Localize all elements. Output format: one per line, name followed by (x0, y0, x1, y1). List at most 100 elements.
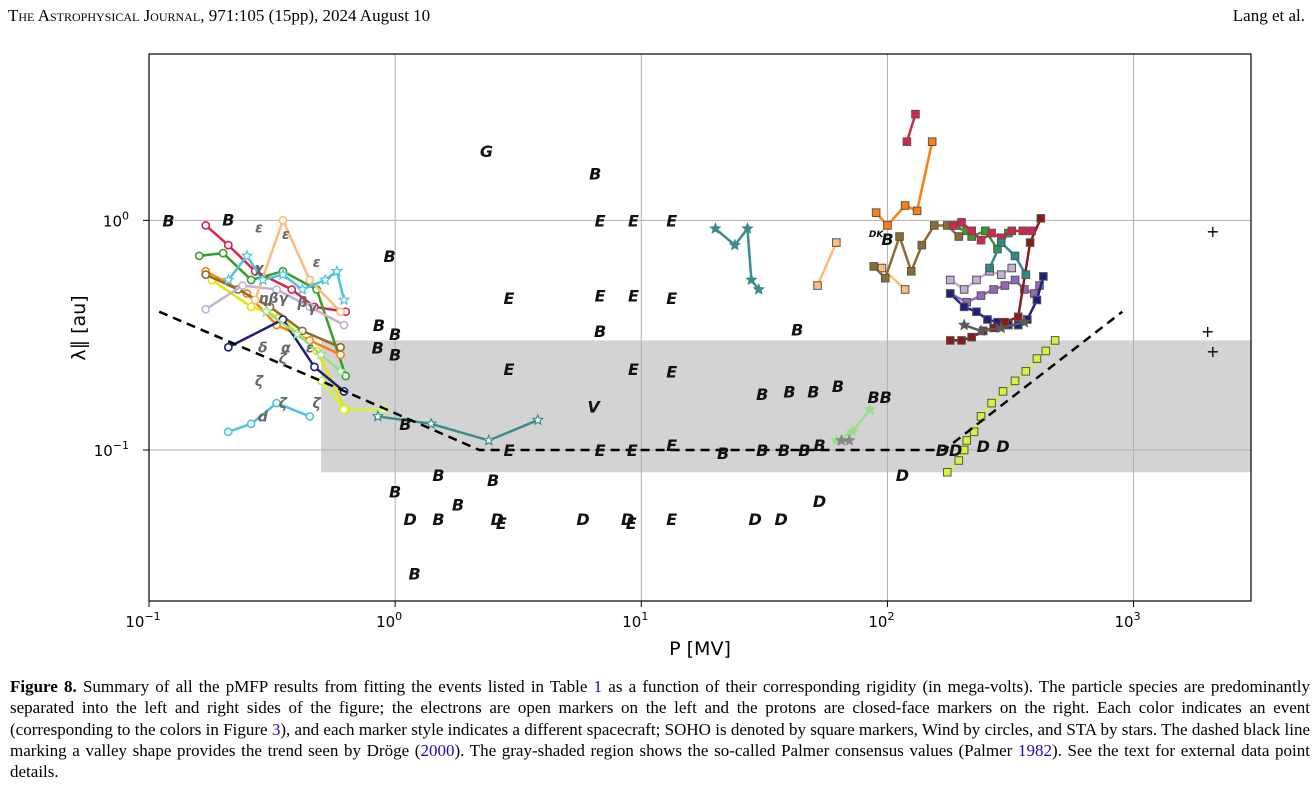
square-marker (959, 285, 969, 294)
circle-marker (336, 307, 345, 317)
circle-marker (336, 342, 345, 352)
data-label: B (717, 444, 729, 463)
data-label: B (162, 211, 174, 230)
star-marker (741, 222, 754, 234)
square-marker (1010, 251, 1020, 261)
square-marker (945, 275, 955, 285)
star-marker (334, 364, 347, 377)
caption-text: ). See the text for external data point … (10, 740, 1311, 782)
square-marker (1050, 336, 1060, 345)
square-marker (954, 232, 964, 241)
data-label: D (621, 510, 634, 529)
square-marker (959, 445, 969, 455)
star-marker (276, 268, 290, 280)
data-label: E (666, 510, 677, 529)
x-axis-title: P [MV] (669, 638, 731, 660)
data-label: E (503, 360, 514, 379)
star-marker (1018, 315, 1031, 328)
data-label: E (666, 211, 677, 230)
data-label: B (389, 325, 401, 344)
palmer-citation-link[interactable]: 1982 (1017, 740, 1052, 760)
data-label: B (778, 441, 790, 460)
square-marker (1010, 376, 1020, 386)
greek-label: ζ (313, 396, 322, 412)
data-label: V (587, 397, 601, 416)
star-marker (290, 327, 304, 340)
square-marker (900, 201, 910, 210)
x-tick-label: 100 (376, 610, 402, 631)
droge-trend-line (158, 310, 1124, 452)
star-marker (240, 249, 254, 262)
greek-label: γ (307, 300, 318, 316)
data-label: B (791, 320, 803, 339)
circle-marker (201, 270, 211, 280)
data-label: DK (869, 230, 884, 240)
square-marker (1025, 238, 1035, 247)
circle-marker (278, 215, 288, 225)
caption-text: ). The gray-shaded region shows the so-c… (454, 740, 1018, 760)
square-marker (1032, 354, 1042, 363)
series-line (204, 224, 346, 313)
figure-label: Figure 8. (10, 677, 77, 696)
table-ref-link[interactable]: 1 (593, 677, 603, 696)
x-tick-exponent: −1 (144, 610, 160, 623)
data-label: E (666, 362, 677, 381)
star-marker (256, 273, 270, 286)
square-marker (945, 336, 955, 345)
figure-caption: Figure 8. Summary of all the pMFP result… (10, 676, 1310, 782)
star-marker (337, 293, 351, 306)
square-marker (987, 228, 996, 238)
square-marker (1007, 226, 1017, 236)
square-marker (1021, 270, 1031, 279)
square-marker (969, 427, 979, 437)
data-label: B (832, 377, 844, 396)
greek-label: β (296, 295, 307, 311)
data-label: B (432, 466, 444, 485)
square-marker (1039, 272, 1048, 281)
greek-label: χ (254, 261, 265, 277)
circle-marker (341, 371, 351, 381)
data-label: E (503, 441, 514, 460)
square-marker (962, 436, 972, 445)
circle-marker (223, 427, 233, 437)
x-tick-label: 10−1 (125, 610, 160, 631)
star-marker (745, 273, 758, 286)
circle-marker (223, 342, 233, 352)
circle-marker (336, 350, 345, 360)
circle-marker (246, 302, 256, 312)
star-marker (957, 318, 971, 331)
data-label: B (222, 210, 234, 229)
square-marker (998, 387, 1008, 396)
data-label: E (628, 360, 639, 379)
star-marker (319, 273, 332, 286)
data-label: E (595, 441, 606, 460)
square-marker (1027, 226, 1036, 236)
data-label: E (595, 287, 606, 306)
star-marker (995, 321, 1008, 334)
data-label: D (996, 437, 1009, 456)
square-marker (987, 398, 996, 408)
droge-citation-link[interactable]: 2000 (420, 740, 455, 760)
square-marker (1013, 312, 1023, 322)
circle-marker (272, 285, 282, 294)
circle-marker (272, 398, 282, 408)
square-marker (1018, 226, 1028, 236)
data-label: B (783, 382, 795, 401)
square-marker (957, 336, 966, 345)
greek-label: α (281, 340, 291, 356)
square-marker (917, 240, 927, 250)
series-line (963, 321, 1025, 333)
x-tick-label: 101 (622, 610, 648, 631)
data-label: + (1206, 342, 1219, 361)
data-label: D (896, 466, 909, 485)
square-marker (983, 315, 992, 324)
square-marker (877, 263, 887, 273)
series-line (205, 273, 342, 349)
square-marker (989, 285, 998, 294)
square-marker (972, 275, 981, 285)
square-marker (976, 291, 986, 300)
figure-ref-link[interactable]: 3 (271, 719, 281, 739)
square-marker (996, 238, 1006, 247)
data-label: + (1201, 322, 1214, 341)
